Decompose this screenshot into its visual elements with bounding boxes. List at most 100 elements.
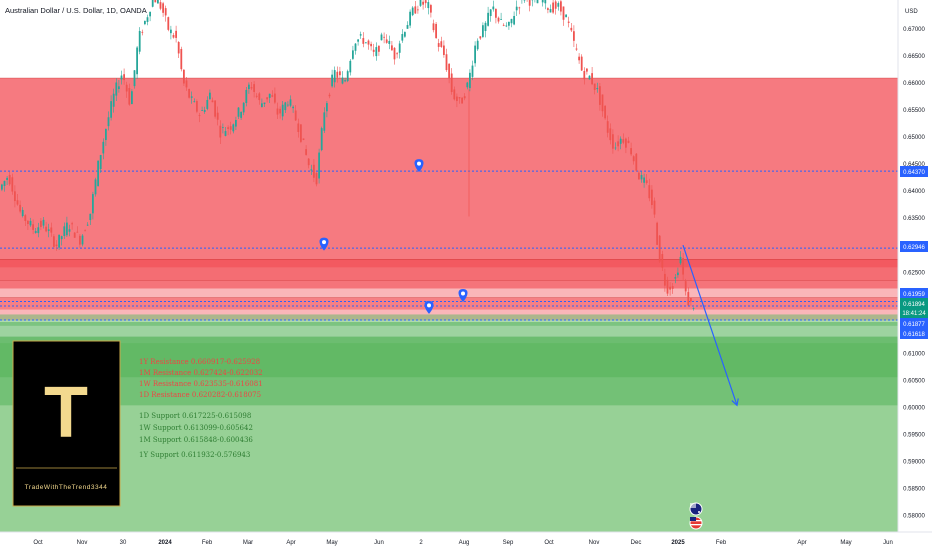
x-tick-label: Sep: [503, 540, 514, 546]
candle-body: [459, 97, 461, 98]
candle-body: [648, 185, 650, 198]
candle-body: [30, 221, 32, 225]
candle-body: [386, 39, 388, 42]
candle-body: [256, 96, 258, 97]
candle-body: [622, 139, 624, 143]
candle-body: [264, 103, 266, 104]
candle-body: [290, 99, 292, 105]
price-axis[interactable]: USD 0.670000.665000.660000.655000.650000…: [898, 0, 932, 532]
candle-body: [446, 54, 448, 70]
candle-body: [344, 80, 346, 81]
candle-body: [295, 111, 297, 121]
candle-body: [230, 126, 232, 130]
candle-body: [253, 84, 255, 92]
candle-body: [680, 257, 682, 263]
candle-body: [147, 17, 149, 22]
candle-body: [131, 91, 133, 104]
candle-body: [381, 35, 383, 41]
candle-body: [472, 66, 474, 77]
candle-body: [308, 159, 310, 166]
candle-body: [654, 201, 656, 215]
candle-body: [222, 127, 224, 128]
candle-body: [48, 229, 50, 231]
candle-body: [360, 34, 362, 35]
y-tick-label: 0.62500: [903, 270, 925, 276]
candle-body: [134, 70, 136, 86]
candle-body: [209, 93, 211, 100]
candle-body: [602, 94, 604, 111]
zones: [0, 78, 898, 532]
y-tick-label: 0.66000: [903, 81, 925, 87]
candle-body: [615, 148, 617, 149]
candle-body: [635, 154, 637, 171]
candle-body: [365, 42, 367, 43]
price-tag-level-1-text: 0.64370: [903, 170, 925, 176]
candle-body: [672, 286, 674, 289]
candle-body: [407, 25, 409, 29]
y-tick-label: 0.60000: [903, 406, 925, 412]
candle-body: [498, 18, 500, 22]
candle-body: [578, 57, 580, 61]
candle-body: [383, 37, 385, 38]
candle-body: [61, 236, 63, 239]
candle-body: [56, 245, 58, 247]
candle-body: [412, 8, 414, 16]
candle-body: [479, 36, 481, 38]
candle-body: [651, 190, 653, 205]
candle-body: [443, 46, 445, 55]
x-tick-label: Mar: [243, 540, 253, 546]
candle-body: [336, 72, 338, 78]
resistance-label-1d: 1D Resistance 0.620282-0.618075: [139, 391, 261, 399]
candle-body: [154, 0, 156, 2]
candle-body: [71, 223, 73, 224]
candle-body: [628, 141, 630, 143]
candle-body: [136, 47, 138, 74]
candle-body: [586, 69, 588, 72]
y-tick-label: 0.59000: [903, 460, 925, 466]
candle-body: [425, 0, 427, 3]
candle-body: [305, 149, 307, 155]
candle-body: [581, 57, 583, 71]
candle-body: [14, 191, 16, 201]
candle-body: [542, 0, 544, 2]
candle-body: [100, 155, 102, 169]
candle-body: [123, 74, 125, 80]
candle-body: [589, 76, 591, 80]
candle-body: [79, 236, 81, 245]
price-tag-current-text: 0.61894: [903, 302, 925, 308]
y-tick-label: 0.64000: [903, 189, 925, 195]
candle-body: [537, 0, 539, 3]
y-tick-label: 0.61000: [903, 351, 925, 357]
price-tag-level-3-text: 0.61959: [903, 292, 925, 298]
candle-body: [243, 103, 245, 113]
candle-body: [219, 126, 221, 138]
candle-body: [355, 44, 357, 51]
price-tag-level-5-text: 0.61618: [903, 332, 925, 338]
candle-body: [430, 5, 432, 13]
candle-body: [76, 232, 78, 233]
candle-body: [269, 94, 271, 98]
candle-body: [17, 200, 19, 204]
candle-body: [45, 227, 47, 232]
candle-body: [323, 112, 325, 130]
y-tick-label: 0.59500: [903, 433, 925, 439]
candle-body: [456, 97, 458, 101]
candle-body: [550, 9, 552, 12]
candle-body: [102, 142, 104, 154]
candle-body: [9, 175, 11, 184]
au-flag-icon[interactable]: [690, 503, 702, 515]
us-flag-icon[interactable]: [690, 517, 702, 529]
support-label-1d: 1D Support 0.617225-0.615098: [139, 412, 251, 420]
x-tick-label: Jun: [883, 540, 893, 546]
candle-body: [568, 22, 570, 23]
candle-body: [152, 0, 154, 7]
candle-body: [659, 236, 661, 262]
x-tick-label: Nov: [77, 540, 88, 546]
candle-body: [1, 185, 3, 190]
candle-body: [552, 3, 554, 13]
candle-body: [318, 153, 320, 179]
candle-body: [544, 0, 546, 3]
candle-body: [594, 84, 596, 90]
candle-body: [591, 73, 593, 84]
